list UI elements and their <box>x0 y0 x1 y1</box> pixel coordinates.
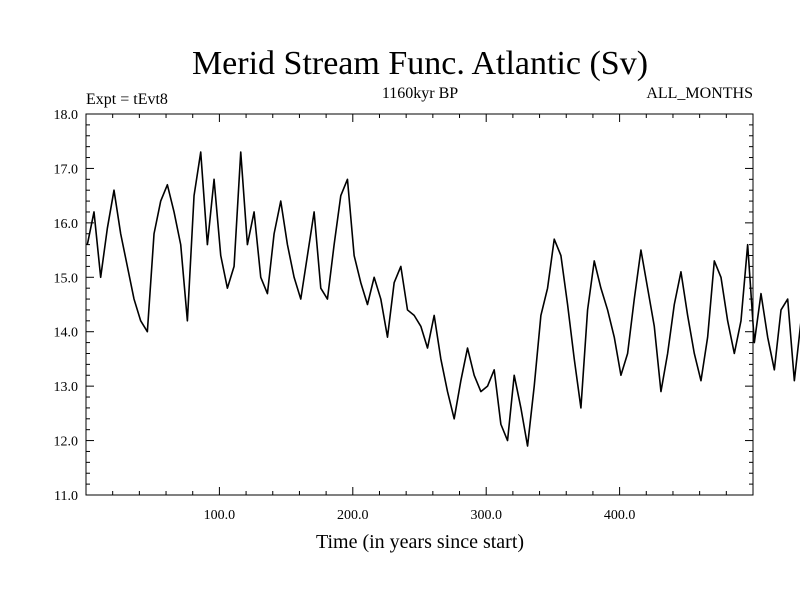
y-tick-label: 13.0 <box>54 380 79 395</box>
y-tick-label: 15.0 <box>54 271 79 286</box>
y-tick-label: 14.0 <box>54 326 79 341</box>
y-tick-label: 16.0 <box>54 217 79 232</box>
chart-title: Merid Stream Func. Atlantic (Sv) <box>192 45 648 82</box>
y-tick-label: 11.0 <box>54 489 78 504</box>
x-axis-label: Time (in years since start) <box>316 531 524 553</box>
y-tick-label: 17.0 <box>54 162 79 177</box>
x-tick-label: 300.0 <box>470 508 502 523</box>
series-line <box>86 151 800 447</box>
x-tick-label: 100.0 <box>204 508 236 523</box>
x-tick-label: 200.0 <box>337 508 369 523</box>
y-tick-label: 12.0 <box>54 435 79 450</box>
months-label: ALL_MONTHS <box>646 85 753 102</box>
x-tick-label: 400.0 <box>604 508 636 523</box>
experiment-label: Expt = tEvt8 <box>86 91 168 108</box>
x-axis: 100.0 200.0 300.0 400.0 <box>112 114 727 523</box>
plot-frame <box>85 113 754 496</box>
period-label: 1160kyr BP <box>382 85 458 102</box>
y-tick-label: 18.0 <box>54 108 79 123</box>
y-axis: 11.0 12.0 13.0 14.0 15.0 16.0 17.0 18.0 <box>54 108 753 504</box>
